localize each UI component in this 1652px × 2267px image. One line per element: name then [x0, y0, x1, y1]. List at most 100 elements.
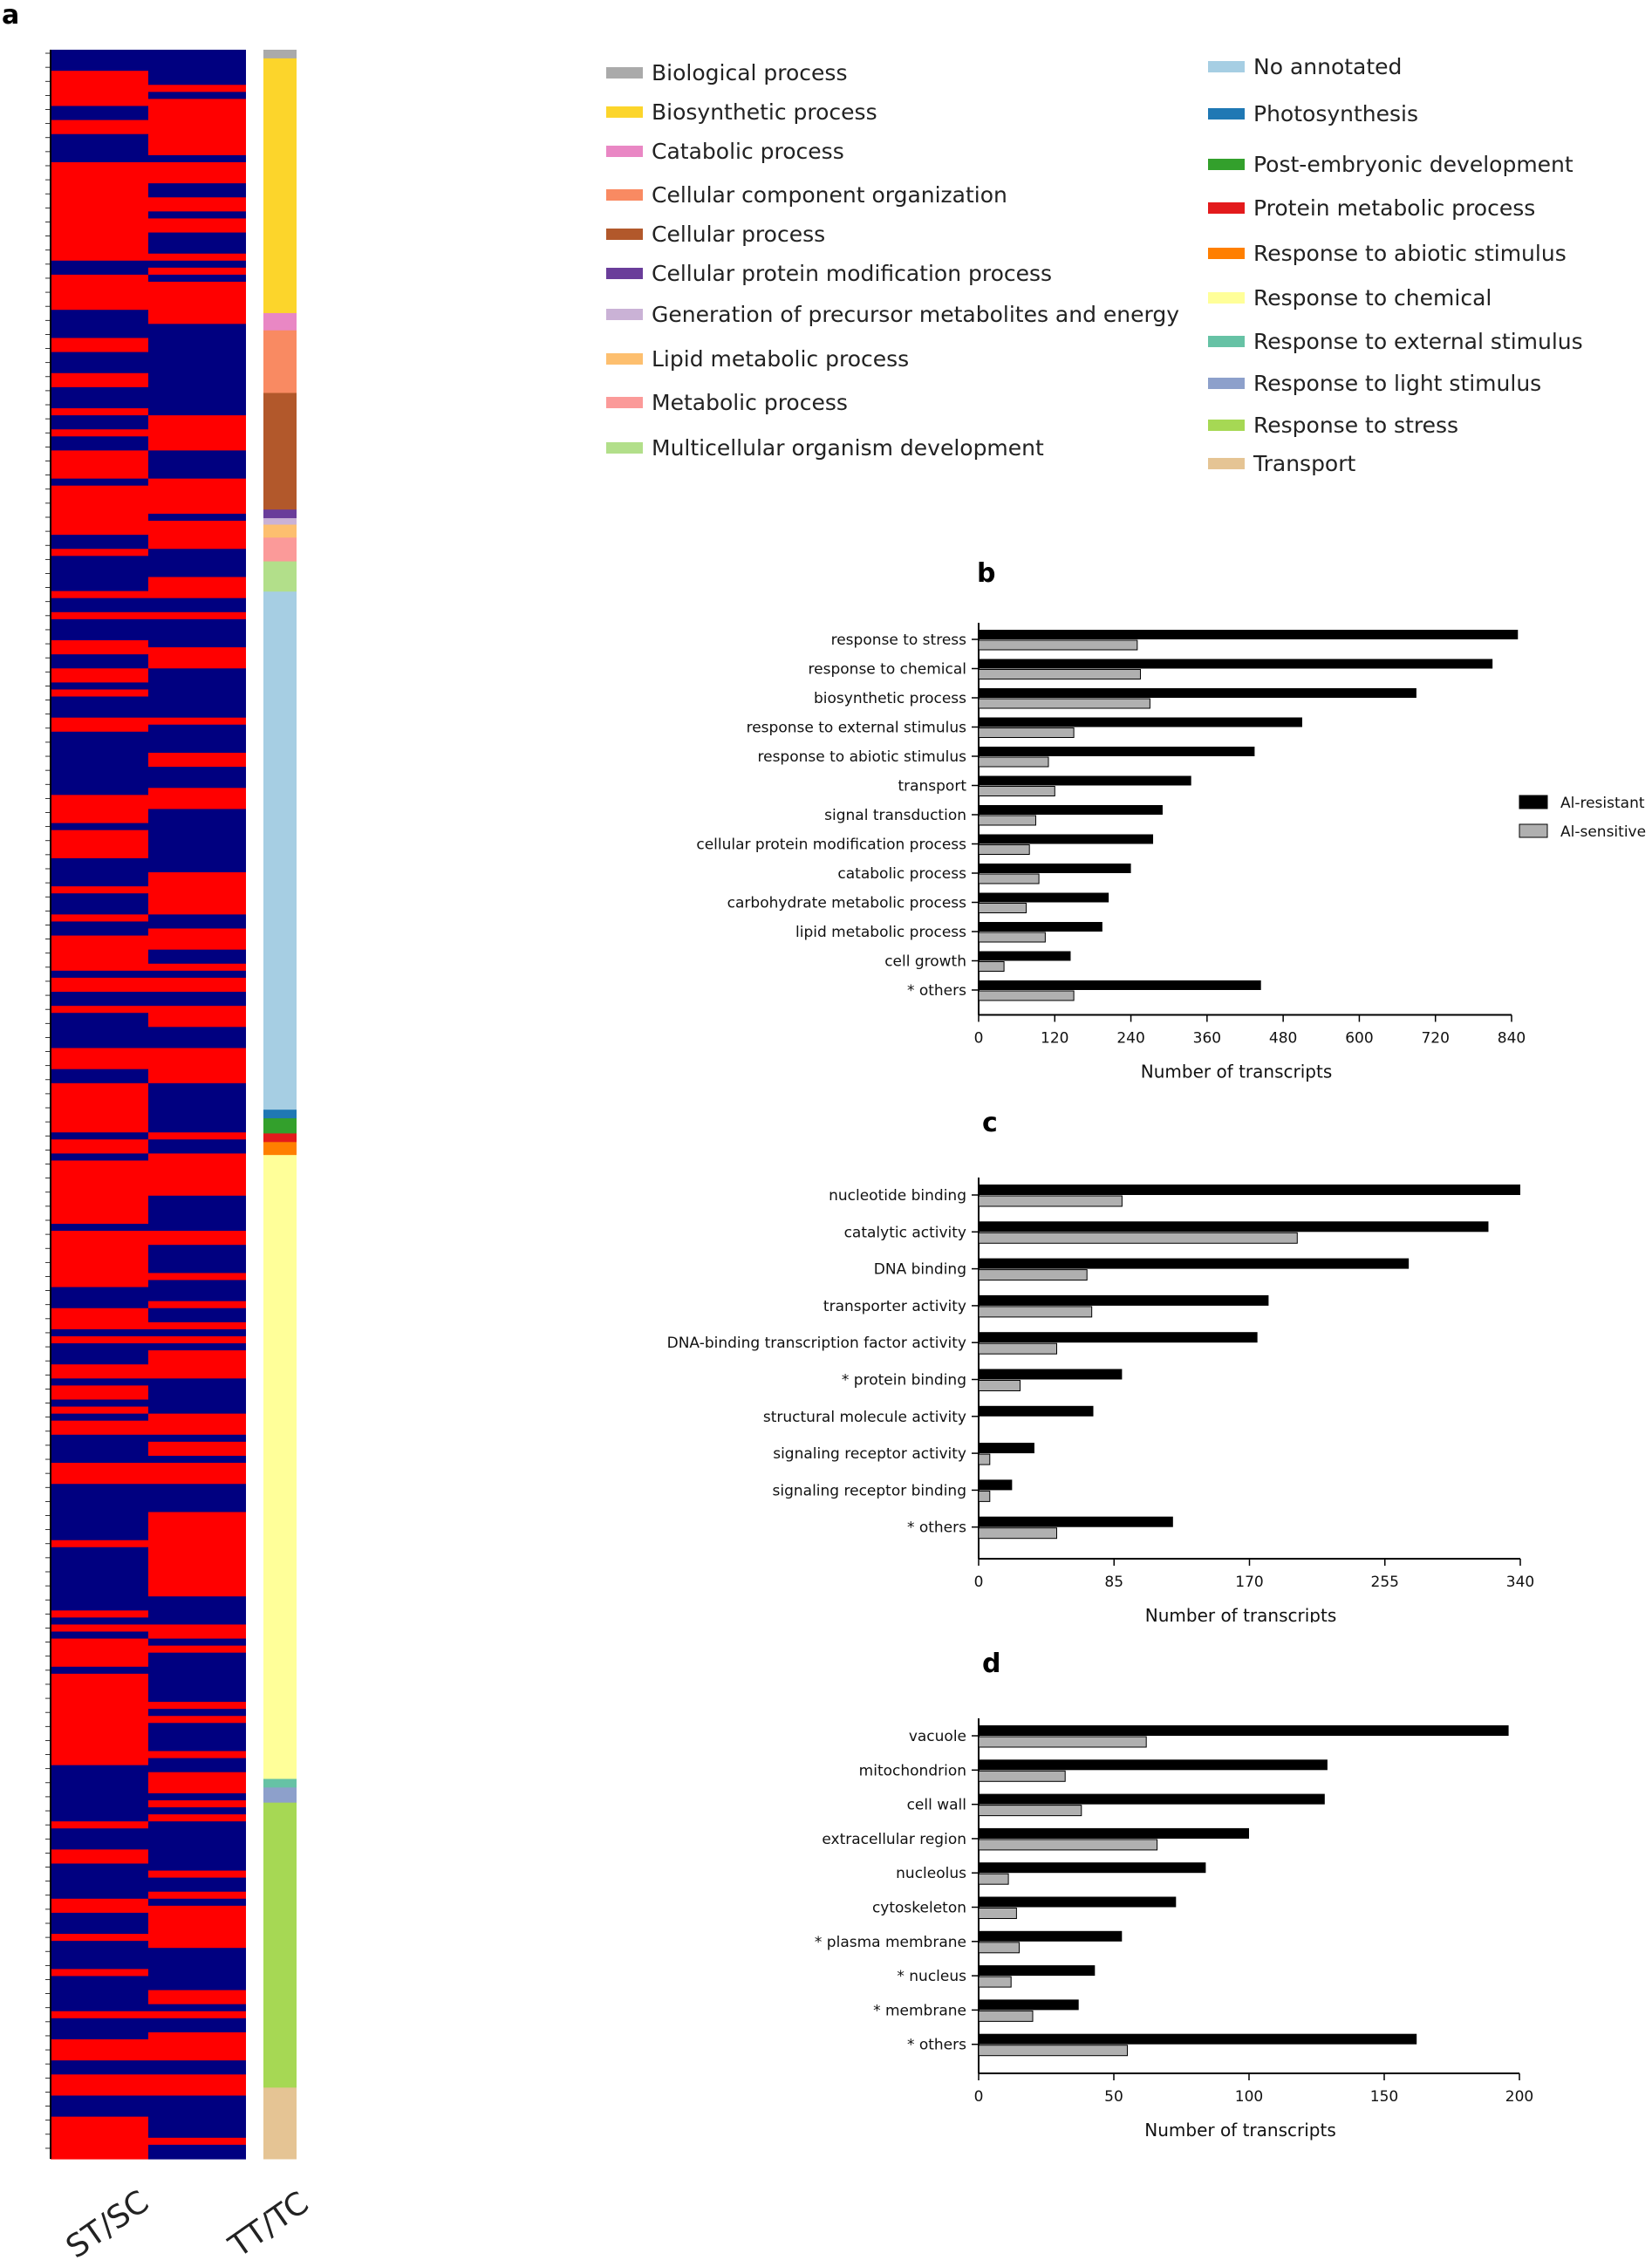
heatmap-cell [148, 1202, 246, 1211]
heatmap-cell [51, 1132, 148, 1140]
heatmap-cell [148, 570, 246, 578]
heatmap-cell [148, 1821, 246, 1829]
legend-item: Cellular process [606, 222, 825, 247]
heatmap-cell [51, 1673, 148, 1682]
heatmap-cell [51, 850, 148, 859]
heatmap-cell [148, 823, 246, 831]
heatmap-cell [148, 1160, 246, 1169]
legend-item: Cellular component organization [606, 182, 1007, 208]
category-label: signal transduction [824, 807, 966, 824]
heatmap-cell [51, 1328, 148, 1337]
heatmap-cell [148, 1891, 246, 1900]
legend-item: Response to light stimulus [1208, 371, 1541, 396]
heatmap-cell [148, 1702, 246, 1710]
heatmap-cell [148, 795, 246, 803]
heatmap-cell [51, 478, 148, 487]
heatmap-cell [51, 1448, 148, 1457]
heatmap-cell [148, 625, 246, 634]
legend-item: Metabolic process [606, 390, 848, 415]
heatmap-cell [51, 1659, 148, 1668]
heatmap-cell [148, 1167, 246, 1176]
heatmap-cell [148, 126, 246, 135]
category-label: response to stress [831, 632, 967, 649]
heatmap-cell [51, 1413, 148, 1422]
legend-label: Response to external stimulus [1253, 329, 1583, 354]
bar-sensitive [978, 698, 1150, 709]
legend-label: Al-sensitive [1560, 823, 1646, 841]
legend-swatch [1208, 108, 1245, 119]
heatmap-cell [51, 1631, 148, 1640]
heatmap-cell [148, 1589, 246, 1597]
heatmap-cell [148, 809, 246, 817]
heatmap-cell [148, 204, 246, 212]
bar-resistant [979, 630, 1519, 639]
heatmap-cell [51, 977, 148, 986]
heatmap-cell [51, 1976, 148, 1984]
heatmap-cell [148, 696, 246, 705]
category-label: carbohydrate metabolic process [727, 895, 966, 912]
heatmap-cell [148, 956, 246, 965]
heatmap-cell [51, 1772, 148, 1780]
heatmap-cell [148, 1273, 246, 1281]
heatmap-cell [148, 1371, 246, 1379]
heatmap-cell [51, 724, 148, 733]
heatmap-cell [148, 1919, 246, 1928]
heatmap-cell [148, 1075, 246, 1084]
bar-sensitive [978, 1976, 1012, 1988]
heatmap-cell [148, 85, 246, 92]
heatmap-cell [148, 436, 246, 444]
heatmap-cell [51, 1378, 148, 1386]
heatmap-cell [148, 963, 246, 972]
heatmap-cell [148, 1216, 246, 1225]
heatmap-cell [51, 1082, 148, 1091]
heatmap-cell [148, 1280, 246, 1288]
legend-label: Response to chemical [1253, 285, 1492, 311]
heatmap-cell [51, 963, 148, 972]
heatmap-cell [148, 1505, 246, 1513]
heatmap-cell [148, 1976, 246, 1984]
heatmap-cell [51, 1512, 148, 1520]
heatmap-cell [148, 1245, 246, 1253]
x-tick-label: 840 [1498, 1030, 1526, 1048]
heatmap-cell [51, 2151, 148, 2160]
heatmap-cell [51, 879, 148, 887]
category-label: * others [907, 982, 966, 1000]
column-label-st-sc: ST/SC [60, 2184, 156, 2266]
heatmap-cell [51, 1814, 148, 1822]
heatmap-cell [51, 274, 148, 283]
annotation-segment [263, 1118, 297, 1134]
heatmap-cell [51, 372, 148, 381]
legend-item: Catabolic process [606, 139, 844, 164]
bar-resistant [979, 1999, 1079, 2011]
heatmap-cell [148, 1048, 246, 1056]
bar-sensitive [978, 873, 1040, 884]
heatmap-cell [148, 99, 246, 107]
heatmap-cell [51, 1856, 148, 1865]
heatmap-cell [148, 577, 246, 585]
heatmap-cell [148, 1350, 246, 1358]
heatmap-cell [51, 830, 148, 838]
legend-label: Protein metabolic process [1253, 195, 1536, 221]
heatmap-cell [51, 1638, 148, 1647]
bar-sensitive [978, 1453, 991, 1465]
bar-resistant [979, 1965, 1096, 1977]
heatmap-cell [51, 2088, 148, 2097]
heatmap-cell [51, 1737, 148, 1745]
heatmap-cell [148, 857, 246, 866]
heatmap-cell [148, 907, 246, 915]
heatmap-cell [51, 1680, 148, 1689]
heatmap-cell [148, 464, 246, 473]
heatmap-cell [51, 1702, 148, 1710]
heatmap-cell [148, 689, 246, 698]
panel-a-label: a [2, 0, 20, 31]
heatmap-cell [148, 703, 246, 712]
legend-swatch [606, 106, 643, 118]
heatmap-cell [148, 1392, 246, 1401]
heatmap-cell [148, 147, 246, 156]
heatmap-cell [148, 1209, 246, 1218]
x-tick-label: 240 [1116, 1030, 1144, 1048]
annotation-segment [263, 2087, 297, 2160]
heatmap-cell [51, 345, 148, 353]
heatmap-cell [51, 886, 148, 894]
x-tick-label: 360 [1193, 1030, 1221, 1048]
